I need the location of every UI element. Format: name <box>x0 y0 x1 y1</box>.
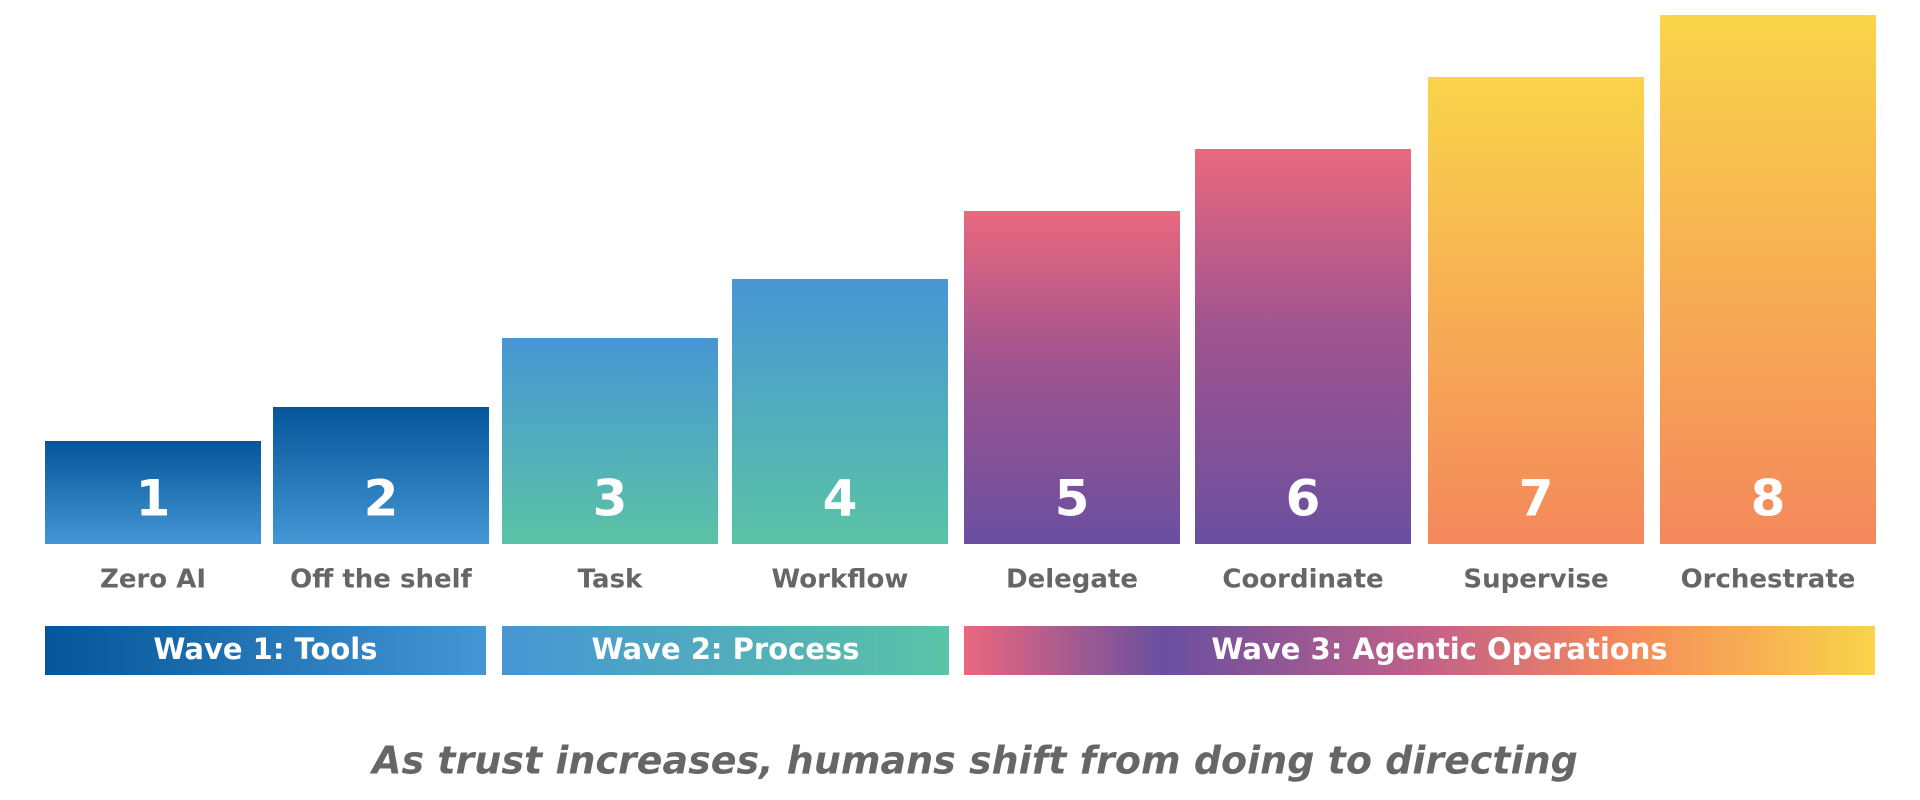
wave-band <box>45 626 486 675</box>
wave-label: Wave 3: Agentic Operations <box>1211 632 1667 666</box>
step-number: 4 <box>823 470 858 528</box>
wave-label: Wave 1: Tools <box>153 632 377 666</box>
step-number: 1 <box>136 470 171 528</box>
step-bar <box>1428 77 1644 544</box>
caption: As trust increases, humans shift from do… <box>369 739 1578 783</box>
step-number: 3 <box>593 470 628 528</box>
step-bar <box>732 279 948 544</box>
step-bar <box>502 338 718 544</box>
step-number: 8 <box>1751 470 1786 528</box>
wave-band <box>964 626 1875 675</box>
step-label: Orchestrate <box>1681 565 1856 595</box>
step-label: Supervise <box>1463 565 1608 595</box>
step-number: 2 <box>364 470 399 528</box>
step-bar <box>964 211 1180 544</box>
step-bar <box>1195 149 1411 544</box>
step-bar <box>1660 15 1876 544</box>
step-number: 7 <box>1519 470 1554 528</box>
step-bar <box>273 407 489 544</box>
step-number: 6 <box>1286 470 1321 528</box>
step-label: Coordinate <box>1222 565 1383 595</box>
step-label: Off the shelf <box>290 565 472 595</box>
step-label: Task <box>578 565 643 595</box>
steps: 1 Zero AI 2 Off the shelf 3 Task 4 Workflow 5 Del… <box>45 15 1876 595</box>
step-number: 5 <box>1055 470 1090 528</box>
wave-label: Wave 2: Process <box>592 632 860 666</box>
step-label: Delegate <box>1006 565 1138 595</box>
step-label: Workflow <box>772 565 909 595</box>
wave-band <box>502 626 949 675</box>
step-label: Zero AI <box>100 565 206 595</box>
step-bar <box>45 441 261 544</box>
waves: Wave 1: Tools Wave 2: Process Wave 3: Agen… <box>45 626 1875 675</box>
